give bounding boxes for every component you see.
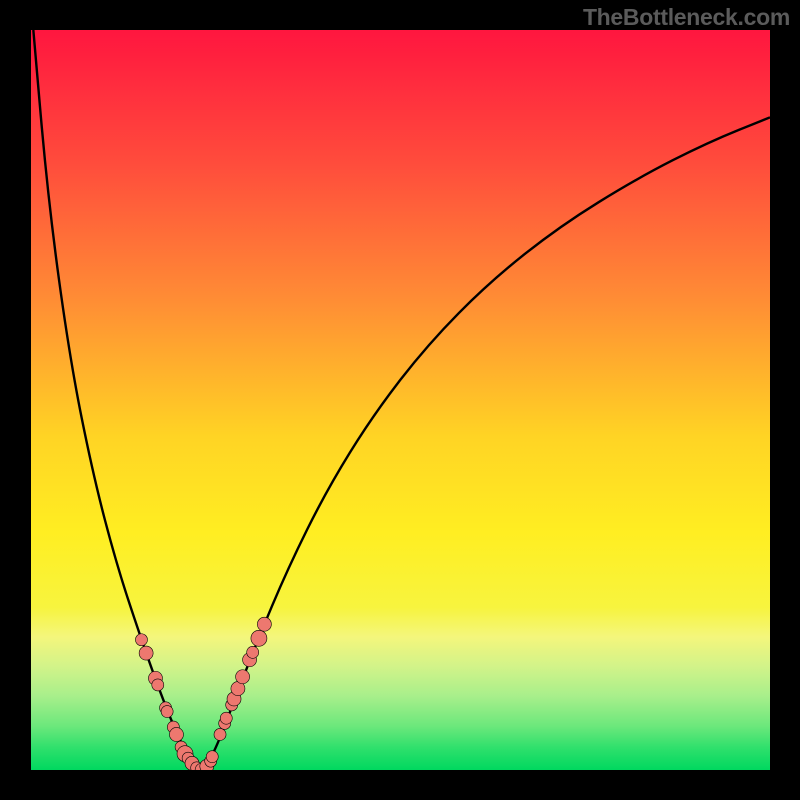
watermark-text: TheBottleneck.com — [583, 4, 790, 31]
chart-gradient-area — [31, 30, 770, 770]
chart-container: TheBottleneck.com — [0, 0, 800, 800]
